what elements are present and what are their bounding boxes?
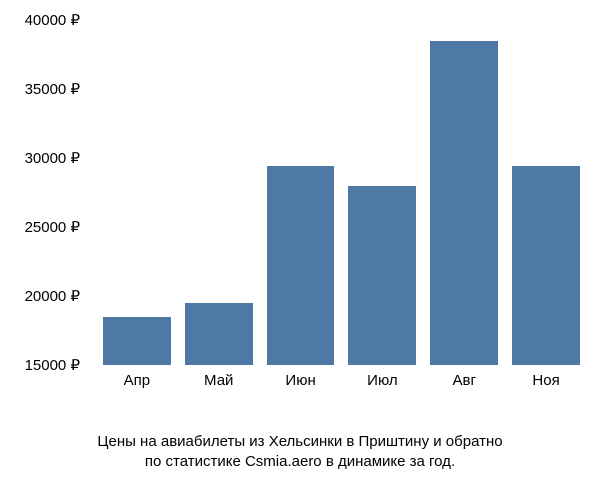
chart-caption: Цены на авиабилеты из Хельсинки в Пришти… — [0, 432, 600, 473]
bar — [430, 41, 498, 365]
y-tick-label: 40000 ₽ — [25, 11, 80, 29]
caption-line-1: Цены на авиабилеты из Хельсинки в Пришти… — [0, 432, 600, 452]
y-tick-label: 35000 ₽ — [25, 80, 80, 98]
bar — [512, 166, 580, 365]
x-tick-label: Апр — [103, 372, 171, 389]
bar — [348, 186, 416, 365]
y-tick-label: 15000 ₽ — [25, 356, 80, 374]
bar — [103, 317, 171, 365]
x-tick-label: Июл — [348, 372, 416, 389]
y-tick-label: 25000 ₽ — [25, 218, 80, 236]
x-tick-label: Ноя — [512, 372, 580, 389]
bar — [267, 166, 335, 365]
bars-group — [95, 20, 580, 365]
x-tick-label: Май — [185, 372, 253, 389]
x-tick-label: Июн — [267, 372, 335, 389]
y-tick-label: 20000 ₽ — [25, 287, 80, 305]
x-axis: Апр Май Июн Июл Авг Ноя — [95, 372, 580, 389]
y-tick-label: 30000 ₽ — [25, 149, 80, 167]
bar — [185, 303, 253, 365]
caption-line-2: по статистике Csmia.aero в динамике за г… — [0, 452, 600, 472]
chart-area — [95, 20, 580, 365]
y-axis: 15000 ₽20000 ₽25000 ₽30000 ₽35000 ₽40000… — [0, 20, 90, 365]
x-tick-label: Авг — [430, 372, 498, 389]
